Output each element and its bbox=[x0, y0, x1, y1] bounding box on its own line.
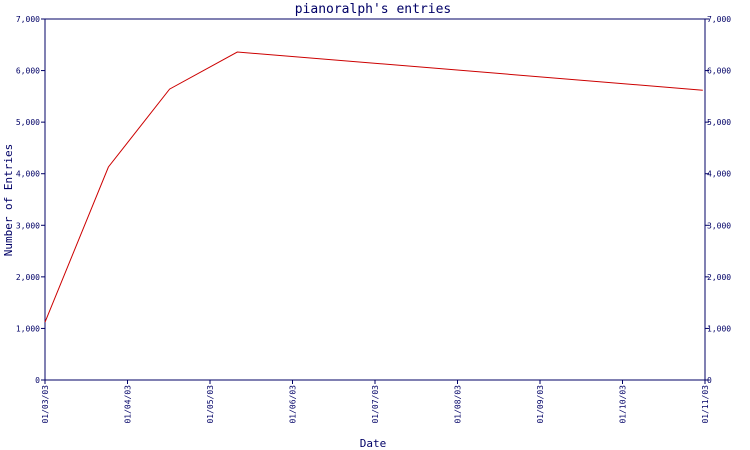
x-tick-label: 01/11/03 bbox=[701, 385, 710, 424]
y-right-tick-label: 5,000 bbox=[707, 118, 731, 127]
x-tick-label: 01/08/03 bbox=[454, 385, 463, 424]
y-right-tick-label: 0 bbox=[707, 376, 712, 385]
y-right-tick-label: 1,000 bbox=[707, 324, 731, 333]
y-left-tick-label: 6,000 bbox=[16, 67, 40, 76]
x-tick-label: 01/06/03 bbox=[289, 385, 298, 424]
plot-frame bbox=[44, 18, 706, 381]
series-line bbox=[44, 51, 703, 323]
y-left-tick-label: 0 bbox=[35, 376, 40, 385]
y-right-tick-label: 2,000 bbox=[707, 273, 731, 282]
y-axis-label: Number of Entries bbox=[2, 144, 15, 257]
y-left-tick-label: 2,000 bbox=[16, 273, 40, 282]
y-left-tick-label: 3,000 bbox=[16, 221, 40, 230]
y-axis-left: 0 1,000 2,000 3,000 4,000 5,000 6,000 7,000 bbox=[16, 15, 45, 385]
x-tick-label: 01/09/03 bbox=[536, 385, 545, 424]
series-layer bbox=[44, 51, 703, 323]
y-left-tick-label: 7,000 bbox=[16, 15, 40, 24]
y-left-tick-label: 1,000 bbox=[16, 324, 40, 333]
y-right-tick-label: 3,000 bbox=[707, 221, 731, 230]
x-tick-label: 01/10/03 bbox=[619, 385, 628, 424]
y-axis-right: 0 1,000 2,000 3,000 4,000 5,000 6,000 7,000 bbox=[705, 15, 731, 385]
y-right-tick-label: 6,000 bbox=[707, 67, 731, 76]
y-left-tick-label: 5,000 bbox=[16, 118, 40, 127]
y-right-tick-label: 7,000 bbox=[707, 15, 731, 24]
y-right-tick-label: 4,000 bbox=[707, 170, 731, 179]
x-tick-label: 01/04/03 bbox=[124, 385, 133, 424]
x-axis: 01/03/03 01/04/03 01/05/03 01/06/03 01/07/03… bbox=[41, 380, 710, 424]
x-axis-label: Date bbox=[360, 437, 387, 450]
x-tick-label: 01/07/03 bbox=[371, 385, 380, 424]
x-tick-label: 01/05/03 bbox=[206, 385, 215, 424]
x-tick-label: 01/03/03 bbox=[41, 385, 50, 424]
y-left-tick-label: 4,000 bbox=[16, 170, 40, 179]
chart-title: pianoralph's entries bbox=[295, 2, 452, 17]
